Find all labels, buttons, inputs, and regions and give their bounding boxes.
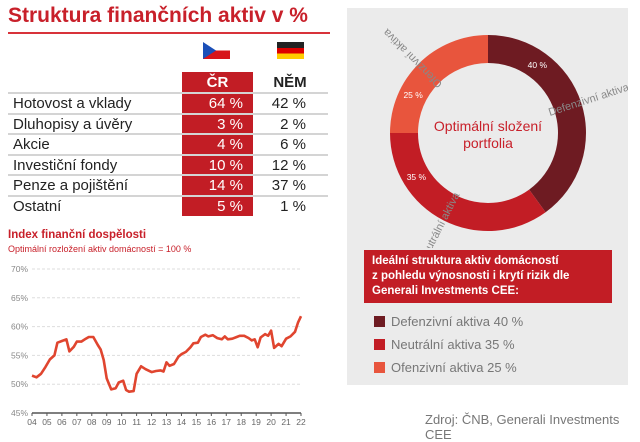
czech-flag-icon bbox=[203, 42, 230, 59]
de-value: 37 % bbox=[271, 177, 306, 195]
y-tick-label: 45% bbox=[11, 408, 28, 418]
legend-swatch bbox=[374, 339, 385, 350]
x-tick-label: 15 bbox=[192, 417, 202, 427]
y-tick-label: 65% bbox=[11, 293, 28, 303]
row-label: Akcie bbox=[13, 136, 50, 154]
donut-slice bbox=[488, 35, 586, 213]
legend-item-neutral: Neutrální aktiva 35 % bbox=[374, 337, 515, 352]
x-tick-label: 10 bbox=[117, 417, 127, 427]
x-tick-label: 04 bbox=[27, 417, 37, 427]
x-tick-label: 20 bbox=[266, 417, 276, 427]
center-line: Optimální složení bbox=[434, 118, 542, 134]
portfolio-panel bbox=[347, 8, 628, 385]
x-tick-label: 14 bbox=[177, 417, 187, 427]
table-row: Akcie 4 % 6 % bbox=[8, 133, 328, 154]
x-tick-label: 05 bbox=[42, 417, 52, 427]
x-tick-label: 13 bbox=[162, 417, 172, 427]
info-box: Ideální struktura aktiv domácností z poh… bbox=[364, 250, 612, 303]
legend-swatch bbox=[374, 316, 385, 327]
cz-value: 4 % bbox=[217, 136, 243, 154]
y-tick-label: 50% bbox=[11, 379, 28, 389]
x-tick-label: 07 bbox=[72, 417, 82, 427]
de-value: 1 % bbox=[280, 198, 306, 215]
legend-swatch bbox=[374, 362, 385, 373]
cz-value: 5 % bbox=[217, 198, 243, 215]
cz-value: 3 % bbox=[217, 115, 243, 133]
header-cz: ČR bbox=[206, 74, 229, 91]
table-row: Hotovost a vklady 64 % 42 % bbox=[8, 92, 328, 113]
row-label: Hotovost a vklady bbox=[13, 95, 132, 112]
x-tick-label: 22 bbox=[296, 417, 306, 427]
x-tick-label: 09 bbox=[102, 417, 112, 427]
page-title: Struktura finančních aktiv v % bbox=[8, 4, 308, 27]
index-line bbox=[31, 315, 303, 393]
donut-center-title: Optimální složení portfolia bbox=[434, 118, 542, 151]
x-tick-label: 17 bbox=[222, 417, 232, 427]
cz-value: 64 % bbox=[208, 95, 243, 112]
y-tick-label: 60% bbox=[11, 322, 28, 332]
row-label: Ostatní bbox=[13, 198, 62, 215]
line-chart-title: Index finanční dospělosti bbox=[8, 229, 147, 241]
line-chart: 70% 65% 60% 55% 50% 45%04 05 06 07 08 09 10 11 12 13 14… bbox=[11, 264, 306, 427]
row-label: Investiční fondy bbox=[13, 156, 118, 174]
legend-label: Defenzivní aktiva 40 % bbox=[391, 314, 524, 329]
x-tick-label: 11 bbox=[132, 417, 141, 427]
x-tick-label: 06 bbox=[57, 417, 67, 427]
y-tick-label: 70% bbox=[11, 264, 28, 274]
table-row: Investiční fondy 10 % 12 % bbox=[8, 153, 328, 175]
legend-label: Ofenzivní aktiva 25 % bbox=[391, 360, 517, 375]
donut-slice bbox=[390, 133, 546, 231]
row-label: Dluhopisy a úvěry bbox=[13, 115, 133, 133]
donut-slice bbox=[390, 35, 488, 133]
header-de: NĚM bbox=[273, 74, 307, 91]
legend-item-defensive: Defenzivní aktiva 40 % bbox=[374, 314, 523, 329]
x-tick-label: 18 bbox=[236, 417, 246, 427]
table-row: Penze a pojištění 14 % 37 % bbox=[8, 174, 328, 195]
title-divider bbox=[8, 32, 330, 34]
info-line: z pohledu výnosnosti i krytí rizik dle bbox=[372, 270, 570, 282]
info-line: Generali Investments CEE: bbox=[372, 285, 519, 297]
cz-column-highlight bbox=[182, 72, 253, 216]
center-line: portfolia bbox=[463, 135, 513, 151]
cz-value: 14 % bbox=[208, 177, 243, 195]
slice-value-label: 25 % bbox=[403, 90, 423, 100]
legend-item-offensive: Ofenzivní aktiva 25 % bbox=[374, 360, 517, 375]
y-tick-label: 55% bbox=[11, 350, 28, 360]
slice-value-label: 40 % bbox=[528, 60, 548, 70]
x-tick-label: 08 bbox=[87, 417, 97, 427]
x-tick-label: 21 bbox=[281, 417, 291, 427]
de-value: 42 % bbox=[271, 95, 306, 112]
german-flag-icon bbox=[277, 42, 304, 59]
source-note: Zdroj: ČNB, Generali Investments CEE bbox=[425, 412, 620, 442]
cz-value: 10 % bbox=[208, 156, 243, 174]
x-tick-label: 16 bbox=[207, 417, 217, 427]
slice-value-label: 35 % bbox=[407, 172, 427, 182]
de-value: 12 % bbox=[271, 156, 306, 174]
de-value: 6 % bbox=[280, 136, 306, 154]
row-label: Penze a pojištění bbox=[13, 177, 129, 195]
line-chart-subtitle: Optimální rozložení aktiv domácností = 1… bbox=[8, 244, 192, 254]
x-tick-label: 12 bbox=[147, 417, 157, 427]
info-line: Ideální struktura aktiv domácností bbox=[372, 255, 559, 267]
table-row: Dluhopisy a úvěry 3 % 2 % bbox=[8, 112, 328, 134]
table-row: Ostatní 5 % 1 % bbox=[8, 195, 328, 216]
legend-label: Neutrální aktiva 35 % bbox=[391, 337, 515, 352]
de-value: 2 % bbox=[280, 115, 306, 133]
x-tick-label: 19 bbox=[251, 417, 261, 427]
